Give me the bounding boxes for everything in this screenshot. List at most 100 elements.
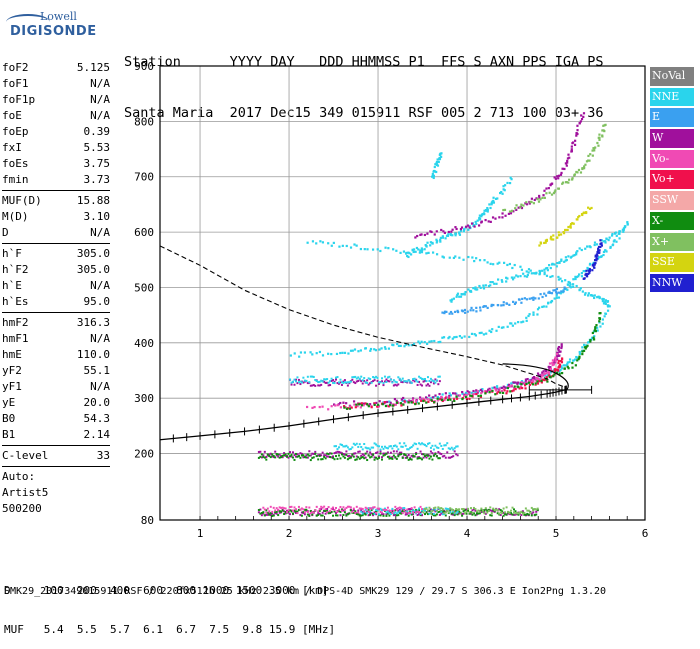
echo-point (524, 378, 528, 381)
echo-point (592, 336, 595, 339)
echo-point (597, 251, 600, 254)
echo-point (342, 445, 345, 448)
echo-point (588, 207, 592, 210)
echo-point (512, 389, 515, 392)
echo-point (360, 509, 363, 512)
echo-point (387, 347, 391, 350)
logo-line2: DIGISONDE (10, 24, 97, 39)
echo-point (575, 275, 578, 279)
param-label: foF1p (2, 93, 36, 106)
echo-point (415, 453, 418, 456)
param-value: 110.0 (76, 348, 110, 361)
echo-point (593, 259, 597, 262)
echo-point (468, 225, 471, 228)
echo-point (452, 508, 455, 511)
echo-point (589, 340, 592, 343)
echo-point (380, 445, 383, 448)
param-value: N/A (90, 226, 110, 239)
echo-point (363, 443, 366, 446)
echo-point (582, 115, 585, 118)
y-tick-label: 700 (134, 171, 154, 184)
echo-point (584, 273, 587, 276)
echo-point (385, 380, 388, 383)
echo-point (452, 455, 455, 458)
echo-point (333, 403, 336, 406)
echo-point (332, 241, 335, 245)
echo-point (540, 379, 543, 383)
echo-point (403, 506, 406, 509)
echo-point (574, 139, 577, 142)
echo-point (358, 443, 361, 446)
echo-point (340, 452, 343, 455)
echo-point (553, 190, 556, 193)
echo-point (519, 265, 522, 268)
echo-point (543, 268, 546, 271)
echo-point (421, 384, 424, 387)
echo-point (478, 512, 481, 515)
echo-point (321, 511, 324, 514)
echo-point (422, 443, 425, 446)
d-line: D 100 200 400 600 800 1000 1500 3000 [km… (4, 584, 329, 597)
echo-point (280, 506, 283, 509)
echo-point (511, 324, 514, 327)
echo-point (553, 176, 556, 179)
param-label: MUF(D) (2, 194, 42, 207)
echo-point (501, 511, 504, 514)
echo-point (529, 511, 532, 514)
echo-point (543, 373, 546, 376)
echo-point (454, 234, 457, 237)
echo-point (521, 512, 524, 515)
echo-point (574, 277, 577, 281)
echo-point (324, 508, 327, 511)
echo-point (451, 312, 454, 315)
echo-point (355, 380, 358, 383)
echo-point (561, 371, 564, 375)
echo-point (294, 452, 297, 455)
echo-point (388, 510, 391, 513)
echo-point (578, 355, 581, 358)
echo-point (369, 451, 372, 454)
echo-point (309, 510, 312, 513)
echo-point (425, 401, 428, 404)
echo-point (504, 511, 507, 514)
echo-point (562, 364, 565, 367)
echo-point (464, 509, 467, 512)
echo-point (434, 508, 437, 511)
echo-point (272, 456, 275, 459)
echo-point (392, 509, 395, 512)
echo-point (518, 511, 521, 514)
echo-point (423, 341, 426, 344)
echo-point (594, 146, 597, 149)
dashed-profile-curve (159, 245, 566, 388)
echo-point (421, 377, 424, 380)
echo-point (492, 263, 495, 266)
echo-point (369, 403, 372, 406)
echo-point (369, 510, 372, 513)
echo-point (523, 297, 526, 300)
profile-upper-branch (502, 363, 569, 390)
echo-point (577, 216, 580, 219)
echo-point (280, 456, 283, 459)
echo-point (493, 386, 496, 389)
echo-point (516, 382, 519, 385)
echo-point (541, 371, 544, 374)
echo-point (363, 379, 366, 382)
echo-point (289, 509, 292, 512)
echo-point (557, 234, 561, 237)
echo-point (306, 382, 309, 385)
echo-point (560, 346, 563, 350)
echo-point (333, 452, 336, 455)
echo-point (357, 376, 360, 379)
echo-point (428, 394, 431, 397)
echo-point (337, 451, 340, 454)
echo-point (345, 453, 348, 456)
echo-point (452, 398, 456, 401)
echo-point (550, 299, 553, 303)
echo-point (478, 510, 481, 513)
echo-point (596, 329, 599, 332)
echo-point (552, 363, 556, 366)
echo-point (400, 512, 403, 515)
echo-point (327, 381, 330, 384)
echo-point (361, 512, 364, 515)
echo-point (462, 507, 465, 510)
